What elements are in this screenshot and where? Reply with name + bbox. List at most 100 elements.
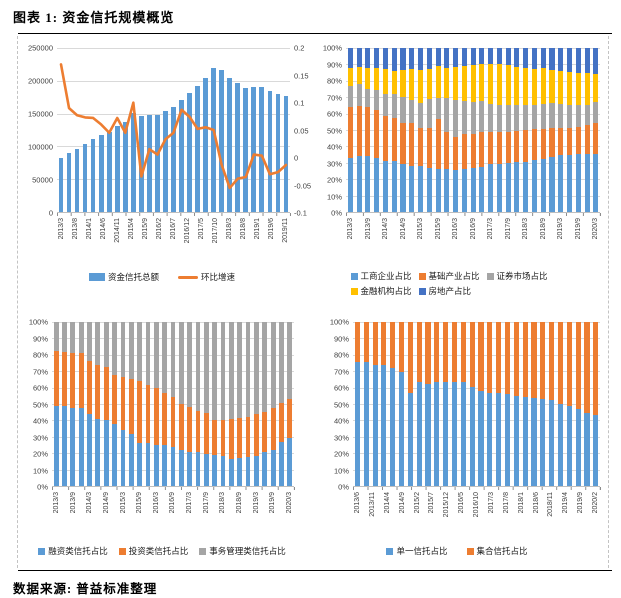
y-tick-label: 10% [333, 466, 349, 475]
bar-slot [355, 48, 364, 212]
stacked-bar [95, 322, 101, 486]
stacked-bar [566, 48, 573, 212]
bar-segment [391, 161, 397, 212]
legend-label: 单一信托占比 [396, 546, 448, 556]
y-tick-label: 80% [333, 350, 349, 360]
bar-segment [347, 107, 353, 158]
stacked-bar [531, 48, 537, 212]
bar-segment [70, 353, 76, 409]
bar-segment [435, 168, 441, 212]
bar-slot [60, 322, 68, 486]
bar-segment [505, 104, 511, 132]
bar-segment [435, 118, 441, 169]
stacked-bar [522, 322, 528, 486]
figure-source: 数据来源: 普益标准整理 [13, 582, 158, 596]
legend-item: 证券市场占比 [486, 270, 548, 282]
bar-segment [356, 106, 362, 157]
bar-segment [453, 136, 459, 171]
x-axis-ticks [52, 487, 295, 490]
bar-segment [287, 322, 293, 400]
bar-segment [558, 48, 564, 71]
bar-slot [81, 48, 89, 212]
legend: 资金信托总额 环比增速 [18, 271, 313, 283]
y-axis-right [294, 322, 313, 487]
gridline [353, 387, 600, 389]
x-tick-label: 2013/3 [347, 218, 354, 240]
stacked-bar [558, 48, 564, 212]
bar [227, 78, 232, 212]
bar-segment [593, 414, 599, 486]
bar-segment [417, 128, 424, 167]
gridline [353, 469, 600, 471]
bar-segment [453, 48, 459, 67]
bar-slot [548, 48, 557, 212]
bar-slot [399, 48, 408, 212]
bar [106, 131, 112, 212]
bar-segment [514, 66, 520, 105]
y-tick-label: 20% [32, 449, 48, 459]
bar-segment [496, 104, 502, 133]
bar-segment [203, 454, 209, 486]
bar-slot [73, 48, 81, 212]
bar-series [52, 322, 294, 486]
bar-slot [486, 48, 495, 212]
x-tick-label: 2014/3 [382, 218, 389, 240]
bar-segment [584, 48, 590, 74]
bar-segment [496, 322, 502, 394]
stacked-bar [488, 48, 494, 212]
bar-segment [128, 433, 134, 486]
bar-segment [523, 130, 529, 162]
bar-series [346, 48, 600, 212]
stacked-bar [391, 48, 397, 212]
bar-segment [496, 48, 502, 65]
bar-segment [195, 452, 201, 486]
bar-segment [178, 322, 184, 405]
y-tick-label: 80% [326, 76, 342, 86]
bar-segment [417, 48, 424, 71]
bar-segment [479, 64, 485, 101]
bar-segment [407, 322, 413, 393]
bar-segment [287, 399, 293, 439]
stacked-bar [496, 48, 502, 212]
bar-slot [127, 322, 135, 486]
stacked-bar [365, 48, 371, 212]
stacked-bar [584, 48, 590, 212]
x-tick-label: 2015/9 [136, 492, 144, 514]
bar-segment [487, 392, 493, 486]
x-tick-label: 2014/9 [399, 218, 407, 240]
bar-segment [381, 365, 387, 486]
bar-segment [262, 322, 268, 413]
bar-segment [356, 66, 362, 85]
bar-segment [356, 156, 362, 212]
bar-segment [178, 449, 184, 486]
bar-segment [593, 102, 599, 123]
bar-segment [523, 48, 529, 68]
x-tick-label: 2019/3 [252, 492, 260, 514]
bar-segment [531, 129, 537, 161]
bar-slot [261, 322, 269, 486]
stacked-bar [549, 322, 555, 486]
square-swatch-icon [466, 547, 474, 555]
bar-slot [152, 322, 160, 486]
bar-segment [390, 322, 396, 368]
bar-slot [388, 322, 397, 486]
stacked-bar [425, 322, 431, 486]
stacked-bar [53, 322, 59, 486]
y-axis-right [600, 322, 608, 487]
bar-segment [279, 403, 284, 442]
bar-segment [409, 48, 415, 70]
bar-slot [250, 48, 258, 212]
bar [90, 139, 96, 212]
bar-slot [94, 322, 102, 486]
bar-slot [574, 322, 583, 486]
bar-slot [236, 322, 244, 486]
bar-slot [105, 48, 113, 212]
x-tick-label: 2018/9 [539, 218, 547, 240]
bar-segment [363, 362, 369, 486]
y-tick-label: 90% [333, 334, 349, 343]
bar-segment [409, 69, 415, 100]
bar-segment [347, 157, 353, 212]
bar-segment [575, 322, 581, 409]
x-tick-label: 2019/11 [282, 218, 289, 243]
bar-segment [153, 445, 159, 486]
